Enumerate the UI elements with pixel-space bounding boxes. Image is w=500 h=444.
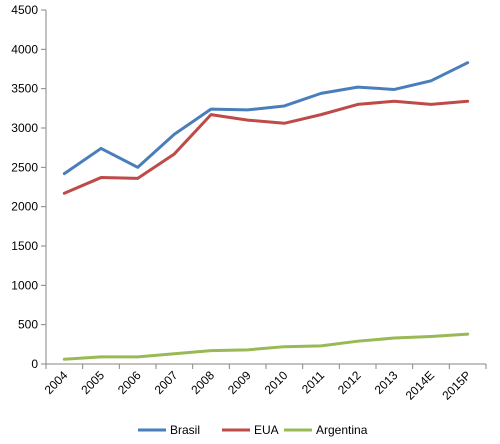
x-tick-label: 2011 <box>299 368 327 396</box>
series-line-eua <box>62 99 470 195</box>
y-tick-label: 4500 <box>11 3 38 17</box>
x-axis: 2004 2005 2006 2007 2008 2009 2010 2011 2012 2013… <box>42 363 487 403</box>
legend-label-argentina: Argentina <box>316 423 368 437</box>
y-tick-label: 1000 <box>11 278 38 292</box>
x-tick-label: 2010 <box>262 368 291 397</box>
series-line-argentina <box>62 332 470 361</box>
legend-label-brasil: Brasil <box>170 423 200 437</box>
y-axis: 0 500 1000 1500 2000 2500 3000 3500 4000 4500 <box>11 3 47 371</box>
x-tick-label: 2012 <box>335 368 364 397</box>
x-tick-label: 2006 <box>115 368 144 397</box>
x-tick-label: 2013 <box>372 368 401 397</box>
y-tick-label: 3000 <box>11 121 38 135</box>
x-tick-label: 2015P <box>439 368 473 402</box>
legend: Brasil EUA Argentina <box>138 423 368 437</box>
series-lines <box>62 61 470 361</box>
y-tick-label: 2000 <box>11 200 38 214</box>
x-tick-label: 2009 <box>225 368 254 397</box>
y-tick-label: 0 <box>31 357 38 371</box>
y-tick-label: 3500 <box>11 82 38 96</box>
y-tick-label: 500 <box>18 318 38 332</box>
y-tick-label: 2500 <box>11 160 38 174</box>
series-line-brasil <box>62 61 470 176</box>
y-tick-label: 1500 <box>11 239 38 253</box>
x-tick-label: 2005 <box>78 368 107 397</box>
x-tick-label: 2008 <box>188 368 217 397</box>
x-tick-label: 2007 <box>152 368 181 397</box>
x-tick-label: 2014E <box>403 368 437 402</box>
x-tick-label: 2004 <box>42 368 71 397</box>
legend-label-eua: EUA <box>254 423 279 437</box>
y-tick-label: 4000 <box>11 42 38 56</box>
